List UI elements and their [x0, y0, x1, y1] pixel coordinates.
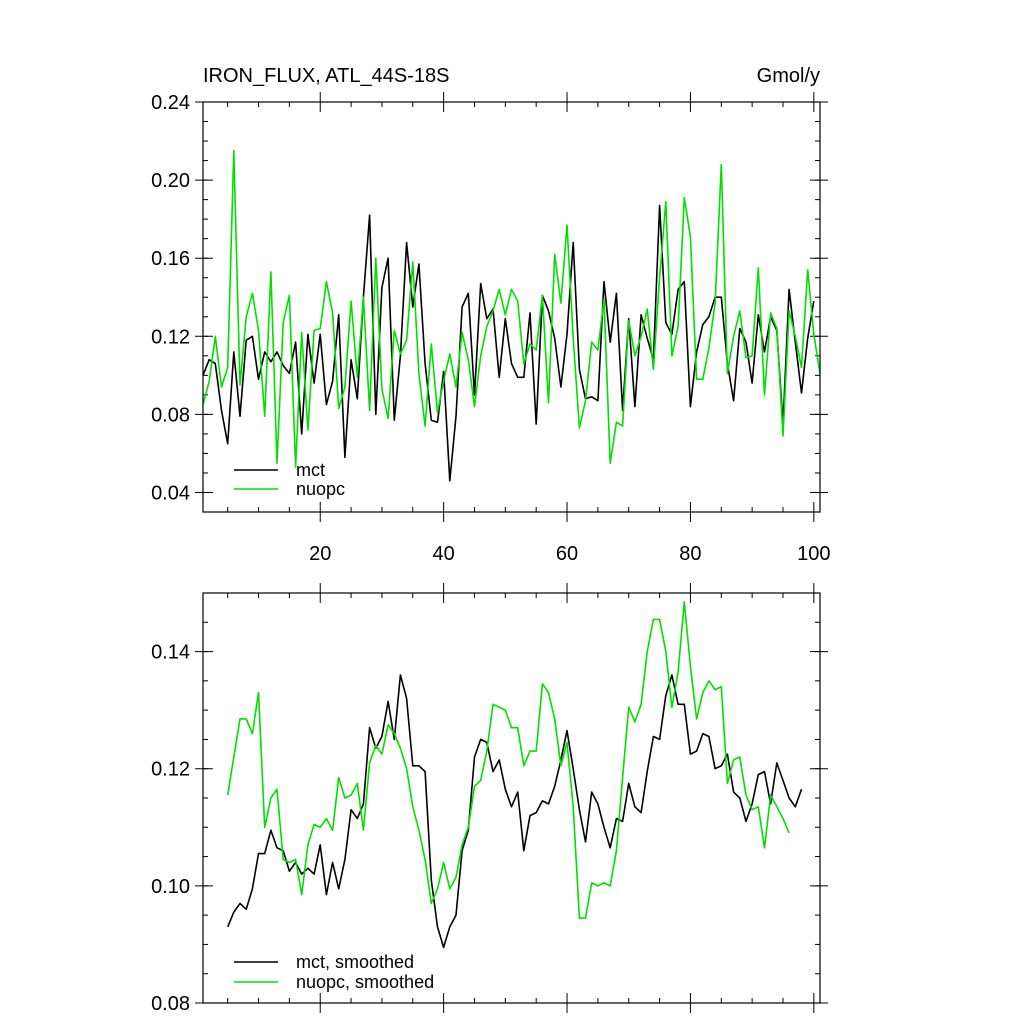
series-line-nuopc-smoothed	[226, 600, 790, 919]
x-tick-label: 20	[309, 543, 331, 565]
units-label: Gmol/y	[757, 65, 820, 87]
bottom-panel-legend: mct, smoothed nuopc, smoothed	[234, 952, 434, 992]
legend-label-mct: mct	[296, 460, 325, 480]
y-tick-label: 0.10	[151, 876, 190, 898]
y-tick-label: 0.08	[151, 993, 190, 1015]
y-tick-label: 0.20	[151, 170, 190, 192]
x-tick-label: 40	[433, 543, 455, 565]
x-tick-label: 80	[679, 543, 701, 565]
bottom-panel-frame	[202, 592, 821, 1004]
y-tick-label: 0.24	[151, 92, 190, 114]
top-panel-tick-labels: 0.04 0.08 0.12 0.16 0.20 0.24 20 40 60 80 100	[151, 92, 830, 565]
legend-label-nuopc: nuopc	[296, 479, 345, 499]
bottom-panel: 0.08 0.10 0.12 0.14 mct, smoothed nuopc, sm…	[151, 583, 828, 1015]
y-tick-label: 0.12	[151, 326, 190, 348]
series-line-mct-smoothed	[226, 674, 803, 949]
y-tick-label: 0.04	[151, 482, 190, 504]
top-panel: 0.04 0.08 0.12 0.16 0.20 0.24 20 40 60 80 100 mct …	[151, 92, 831, 565]
series-line-nuopc	[202, 150, 821, 468]
top-panel-series	[202, 150, 821, 482]
y-tick-label: 0.08	[151, 404, 190, 426]
bottom-panel-series	[226, 600, 803, 949]
y-tick-label: 0.12	[151, 759, 190, 781]
x-tick-label: 100	[797, 543, 830, 565]
bottom-panel-tick-labels: 0.08 0.10 0.12 0.14	[151, 642, 190, 1015]
chart-title: IRON_FLUX, ATL_44S-18S	[203, 65, 449, 87]
top-panel-frame	[202, 101, 821, 513]
y-tick-label: 0.14	[151, 642, 190, 664]
x-tick-label: 60	[556, 543, 578, 565]
top-panel-legend: mct nuopc	[234, 460, 345, 499]
y-tick-label: 0.16	[151, 248, 190, 270]
legend-label-nuopc-smoothed: nuopc, smoothed	[296, 972, 434, 992]
bottom-panel-ticks	[195, 583, 828, 1013]
legend-label-mct-smoothed: mct, smoothed	[296, 952, 414, 972]
